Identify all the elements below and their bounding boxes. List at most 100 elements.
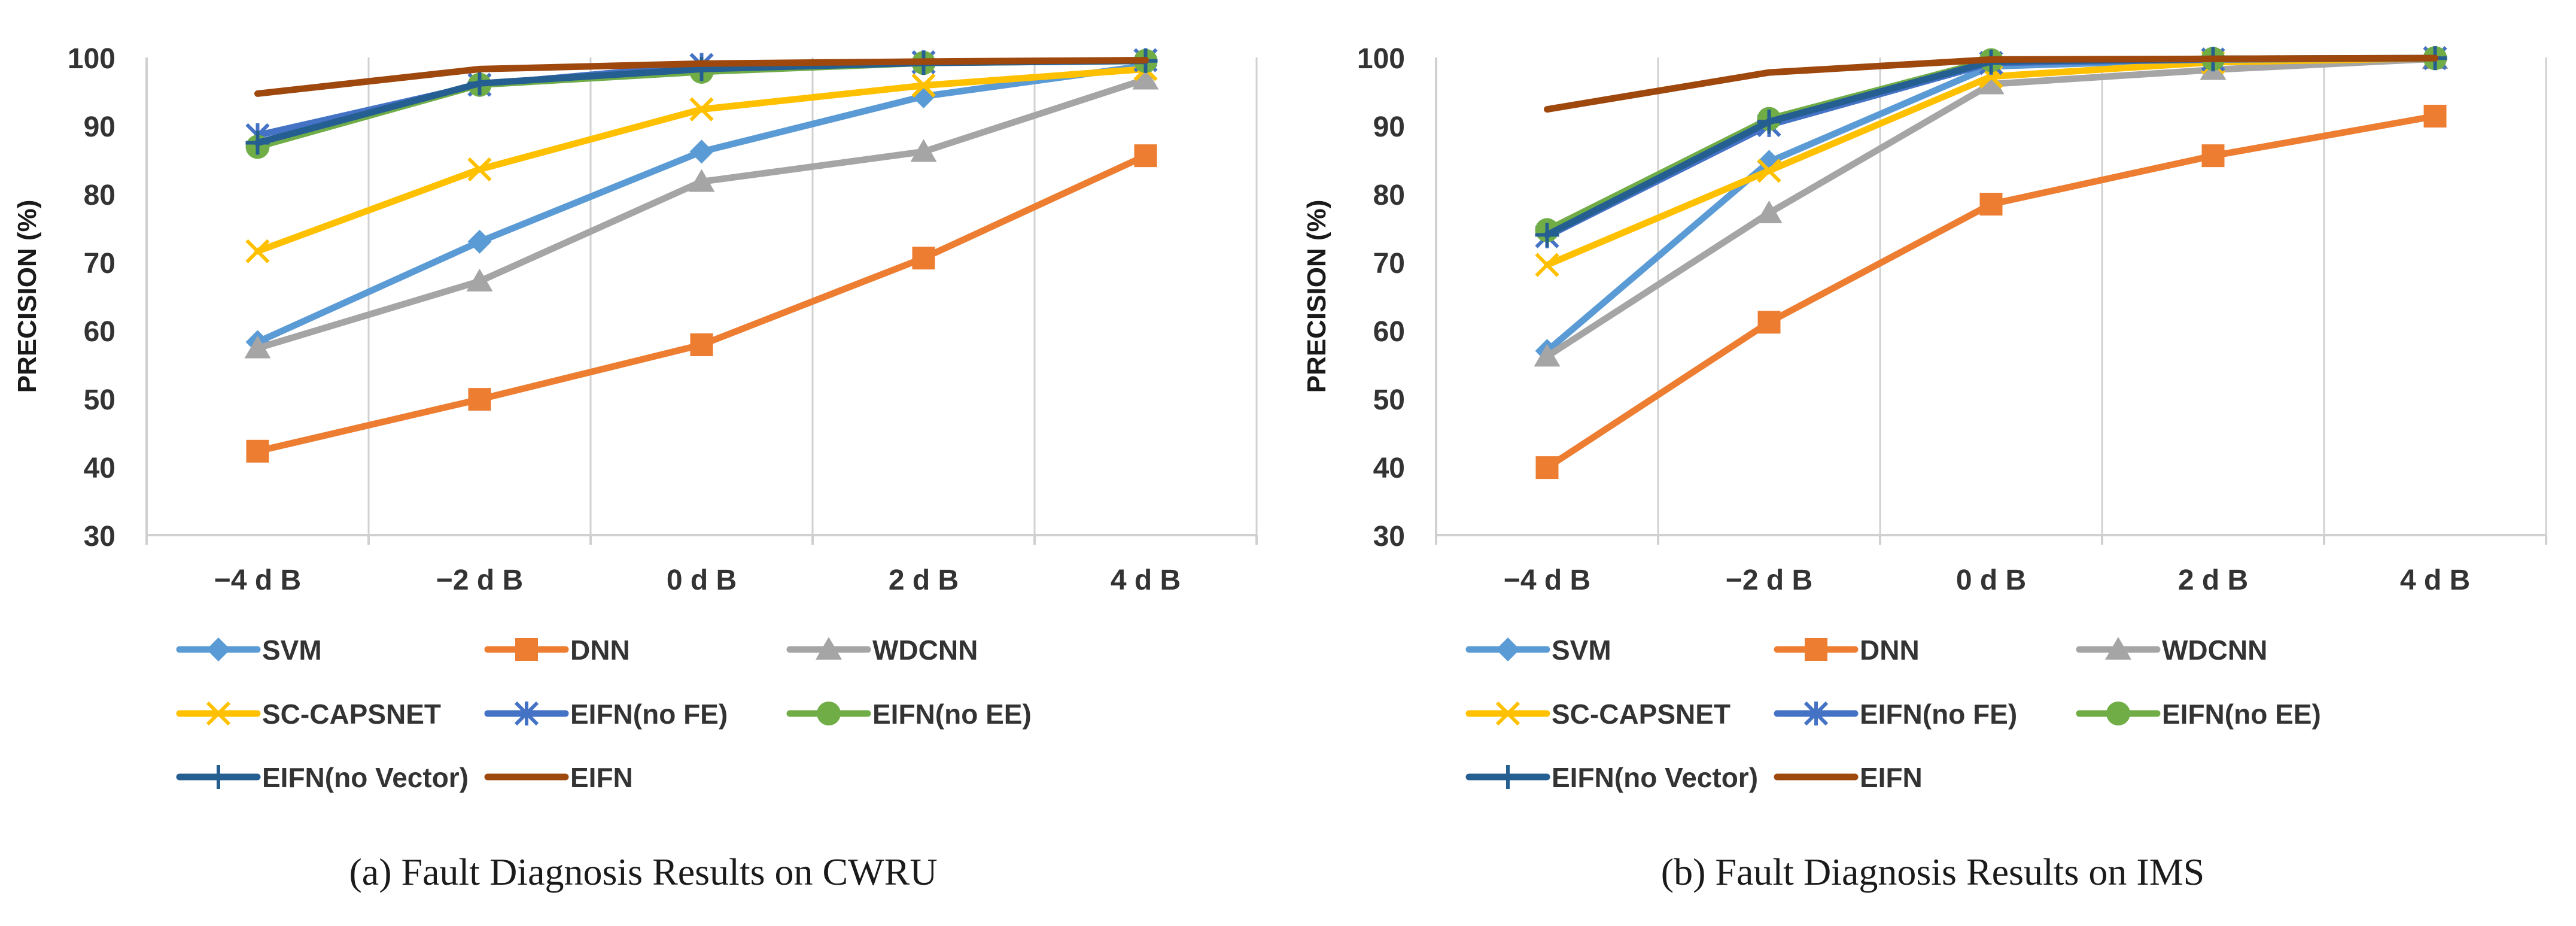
x-tick-label: 0 d B	[1956, 564, 2026, 596]
series-eifn	[1544, 54, 2438, 113]
data-point	[467, 229, 492, 254]
data-point	[467, 157, 492, 182]
legend-label: EIFN	[570, 762, 633, 793]
data-point	[1978, 71, 2005, 95]
data-point	[1757, 311, 1781, 334]
legend-item-wdcnn: WDCNN	[2076, 634, 2267, 666]
caption-cwru: (a) Fault Diagnosis Results on CWRU	[349, 851, 938, 893]
data-point	[688, 169, 715, 192]
data-point	[1757, 110, 1781, 134]
legend-label: SC-CAPSNET	[262, 699, 441, 730]
y-tick-label: 50	[84, 384, 115, 416]
legend-label: WDCNN	[872, 634, 978, 666]
y-tick-label: 30	[1373, 521, 1405, 552]
data-point	[245, 239, 270, 263]
legend-label: WDCNN	[2162, 634, 2267, 666]
data-point	[1757, 159, 1781, 183]
chart-ims: 30 40 50 60 70 80 90 100 PRECISION (%) −4 d B −2 d…	[1302, 43, 2547, 793]
legend-item-wdcnn: WDCNN	[786, 634, 978, 666]
legend-label: DNN	[570, 634, 630, 666]
x-tick-label: −2 d B	[1726, 564, 1812, 596]
y-tick-label: 90	[1373, 111, 1405, 143]
legend-item-eifn-no-fe: EIFN(no FE)	[484, 699, 728, 730]
data-point	[689, 97, 714, 122]
data-point	[468, 388, 491, 411]
y-tick-label: 70	[84, 248, 115, 280]
caption-ims: (b) Fault Diagnosis Results on IMS	[1660, 851, 2205, 893]
legend-marker	[1495, 701, 1520, 726]
legend-marker	[206, 765, 230, 789]
y-tick-label: 30	[84, 521, 115, 552]
y-tick-label: 60	[1373, 316, 1405, 348]
legend-label: EIFN	[1860, 762, 1923, 793]
data-point	[912, 247, 935, 270]
legend-marker	[206, 637, 230, 661]
legend-item-sc-capsnet: SC-CAPSNET	[176, 699, 441, 730]
legend-marker	[1496, 765, 1520, 789]
legend-label: EIFN(no EE)	[2162, 699, 2321, 730]
y-tick-label: 90	[84, 111, 115, 143]
legend-label: SVM	[262, 634, 322, 666]
series-dnn	[1535, 105, 2447, 479]
x-tick-label: 4 d B	[1111, 564, 1181, 596]
series-line	[1544, 54, 2438, 113]
x-tick-label: −4 d B	[214, 564, 301, 596]
legend-marker	[1805, 638, 1827, 661]
data-point	[1535, 456, 1559, 479]
data-point	[245, 130, 270, 155]
data-point	[1534, 344, 1561, 367]
legend-marker	[514, 701, 539, 726]
y-tick-label: 100	[68, 43, 115, 75]
y-tick-label: 60	[84, 316, 115, 348]
y-axis-title: PRECISION (%)	[1302, 200, 1331, 393]
legend-label: EIFN(no Vector)	[1552, 762, 1758, 793]
legend-item-eifn-no-vector: EIFN(no Vector)	[1465, 762, 1758, 793]
y-tick-label: 40	[84, 453, 115, 484]
chart-cwru: 30 40 50 60 70 80 90 100 PRECISION (%) −4 d B −2 d…	[13, 43, 1258, 793]
x-tick-label: 0 d B	[667, 564, 737, 596]
data-point	[2423, 105, 2447, 128]
legend-label: EIFN(no Vector)	[262, 762, 469, 793]
legend-label: EIFN(no EE)	[872, 699, 1032, 730]
data-point	[466, 268, 493, 292]
legend-item-eifn-no-ee: EIFN(no EE)	[2076, 699, 2321, 730]
legend-marker	[2105, 637, 2131, 660]
legend-item-eifn-no-vector: EIFN(no Vector)	[176, 762, 469, 793]
y-tick-label: 80	[84, 180, 115, 211]
data-point	[911, 73, 936, 98]
data-point	[244, 335, 271, 359]
y-tick-label: 70	[1373, 248, 1405, 280]
x-tick-label: 4 d B	[2400, 564, 2470, 596]
legend-label: SVM	[1552, 634, 1611, 666]
legend-item-eifn-no-fe: EIFN(no FE)	[1774, 699, 2017, 730]
legend-marker	[816, 637, 842, 660]
legend-item-svm: SVM	[176, 634, 322, 666]
data-point	[1979, 193, 2003, 216]
x-tick-label: 2 d B	[889, 564, 959, 596]
data-point	[467, 71, 492, 96]
legend: SVM DNN WDCNN SC-CAPSNET EIFN(no FE) EIFN(no …	[176, 634, 1032, 793]
y-axis-title: PRECISION (%)	[13, 200, 42, 393]
data-point	[690, 333, 713, 356]
data-point	[910, 139, 937, 162]
data-point	[1134, 144, 1157, 168]
legend-marker	[2106, 702, 2130, 725]
legend-item-svm: SVM	[1465, 634, 1611, 666]
y-tick-label: 40	[1373, 453, 1405, 484]
legend-marker	[515, 638, 538, 661]
series-wdcnn	[244, 66, 1159, 359]
legend: SVM DNN WDCNN SC-CAPSNET EIFN(no FE) EIFN(no …	[1465, 634, 2321, 793]
data-point	[2201, 144, 2225, 168]
legend-item-eifn-no-ee: EIFN(no EE)	[786, 699, 1032, 730]
series-line	[254, 57, 1149, 97]
gridlines	[1657, 57, 2547, 535]
legend-marker	[206, 701, 231, 726]
legend-item-sc-capsnet: SC-CAPSNET	[1465, 699, 1730, 730]
legend-label: SC-CAPSNET	[1552, 699, 1730, 730]
data-point	[1535, 253, 1559, 277]
data-point	[1756, 200, 1783, 223]
y-tick-label: 100	[1357, 43, 1405, 75]
legend-label: EIFN(no FE)	[570, 699, 728, 730]
legend-marker	[1496, 637, 1520, 661]
